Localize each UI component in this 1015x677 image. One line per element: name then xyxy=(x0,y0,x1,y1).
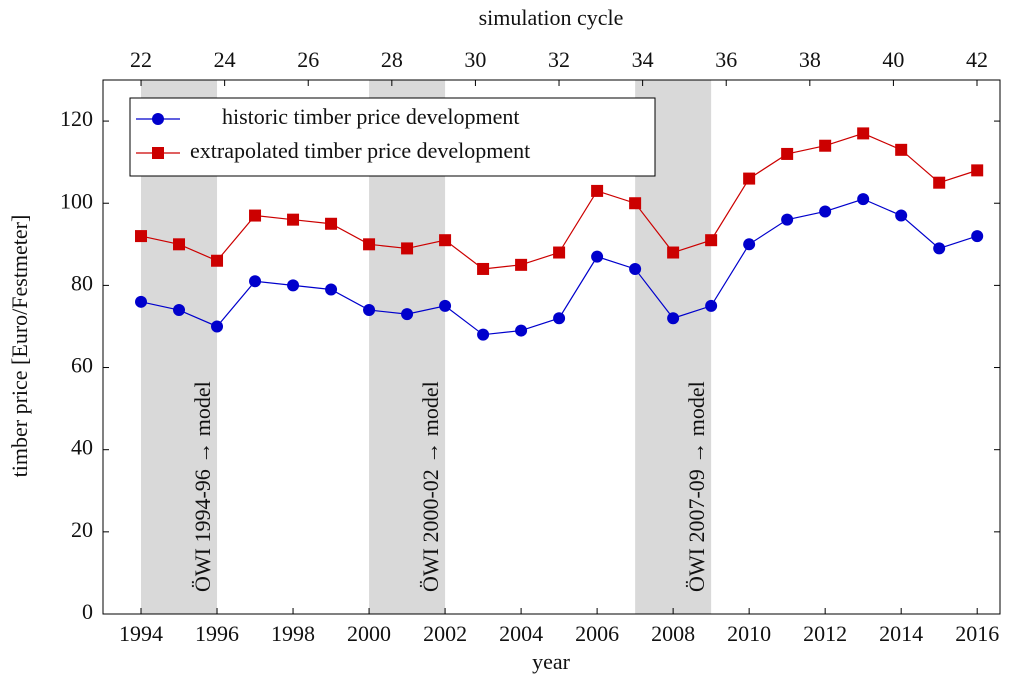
marker xyxy=(135,230,148,243)
marker xyxy=(439,234,452,247)
x2-tick-label: 36 xyxy=(715,47,737,72)
marker xyxy=(211,320,224,333)
y-tick-label: 0 xyxy=(82,599,93,624)
marker xyxy=(515,258,528,271)
marker xyxy=(152,147,164,159)
y-tick-label: 20 xyxy=(71,517,93,542)
marker xyxy=(781,213,794,226)
marker xyxy=(439,299,452,312)
y-tick-label: 60 xyxy=(71,353,93,378)
x-tick-label: 2008 xyxy=(651,621,695,646)
y-tick-label: 40 xyxy=(71,435,93,460)
x2-tick-label: 30 xyxy=(464,47,486,72)
x-tick-label: 2000 xyxy=(347,621,391,646)
marker xyxy=(895,143,908,156)
x-tick-label: 1996 xyxy=(195,621,239,646)
x2-tick-label: 22 xyxy=(130,47,152,72)
marker xyxy=(971,164,984,177)
x2-tick-label: 32 xyxy=(548,47,570,72)
x-tick-label: 2016 xyxy=(955,621,999,646)
region-label: ÖWI 2007-09 → model xyxy=(684,381,709,592)
x2-tick-label: 24 xyxy=(214,47,236,72)
marker xyxy=(249,275,262,288)
x-tick-label: 2014 xyxy=(879,621,923,646)
marker xyxy=(667,246,680,259)
marker xyxy=(249,209,262,222)
marker xyxy=(667,312,680,325)
marker xyxy=(401,308,414,321)
marker xyxy=(553,312,566,325)
x-tick-label: 2006 xyxy=(575,621,619,646)
marker xyxy=(325,283,338,296)
marker xyxy=(363,304,376,317)
marker xyxy=(743,172,756,185)
y-tick-label: 100 xyxy=(60,188,93,213)
x2-axis-label: simulation cycle xyxy=(479,5,624,30)
y-axis-label: timber price [Euro/Festmeter] xyxy=(7,215,32,478)
legend-label: extrapolated timber price development xyxy=(190,138,530,163)
y-tick-label: 80 xyxy=(71,270,93,295)
marker xyxy=(819,139,832,152)
marker xyxy=(629,262,642,275)
x-tick-label: 1998 xyxy=(271,621,315,646)
marker xyxy=(629,197,642,210)
marker xyxy=(857,193,870,206)
x2-tick-label: 28 xyxy=(381,47,403,72)
x-tick-label: 2012 xyxy=(803,621,847,646)
x-tick-label: 2004 xyxy=(499,621,543,646)
marker xyxy=(173,304,186,317)
marker xyxy=(152,113,164,125)
marker xyxy=(287,213,300,226)
marker xyxy=(705,234,718,247)
x-tick-label: 2002 xyxy=(423,621,467,646)
marker xyxy=(933,176,946,189)
marker xyxy=(325,217,338,230)
plot-frame xyxy=(102,79,1001,615)
x2-tick-label: 42 xyxy=(966,47,988,72)
marker xyxy=(515,324,528,337)
x-tick-label: 2010 xyxy=(727,621,771,646)
region-label: ÖWI 1994-96 → model xyxy=(190,381,215,592)
marker xyxy=(553,246,566,259)
x2-tick-label: 40 xyxy=(882,47,904,72)
x-tick-label: 1994 xyxy=(119,621,163,646)
legend-box xyxy=(129,97,656,177)
legend-label: historic timber price development xyxy=(222,104,520,129)
marker xyxy=(135,295,148,308)
marker xyxy=(363,238,376,251)
region-label: ÖWI 2000-02 → model xyxy=(418,381,443,592)
marker xyxy=(477,328,490,341)
marker xyxy=(743,238,756,251)
marker xyxy=(933,242,946,255)
marker xyxy=(591,250,604,263)
x2-tick-label: 34 xyxy=(632,47,654,72)
marker xyxy=(705,299,718,312)
marker xyxy=(287,279,300,292)
marker xyxy=(401,242,414,255)
marker xyxy=(173,238,186,251)
x2-tick-label: 38 xyxy=(799,47,821,72)
marker xyxy=(819,205,832,218)
x-axis-label: year xyxy=(532,649,571,674)
marker xyxy=(591,184,604,197)
y-tick-label: 120 xyxy=(60,106,93,131)
marker xyxy=(781,147,794,160)
marker xyxy=(211,254,224,267)
marker xyxy=(477,262,490,275)
marker xyxy=(971,230,984,243)
marker xyxy=(895,209,908,222)
x2-tick-label: 26 xyxy=(297,47,319,72)
marker xyxy=(857,127,870,140)
